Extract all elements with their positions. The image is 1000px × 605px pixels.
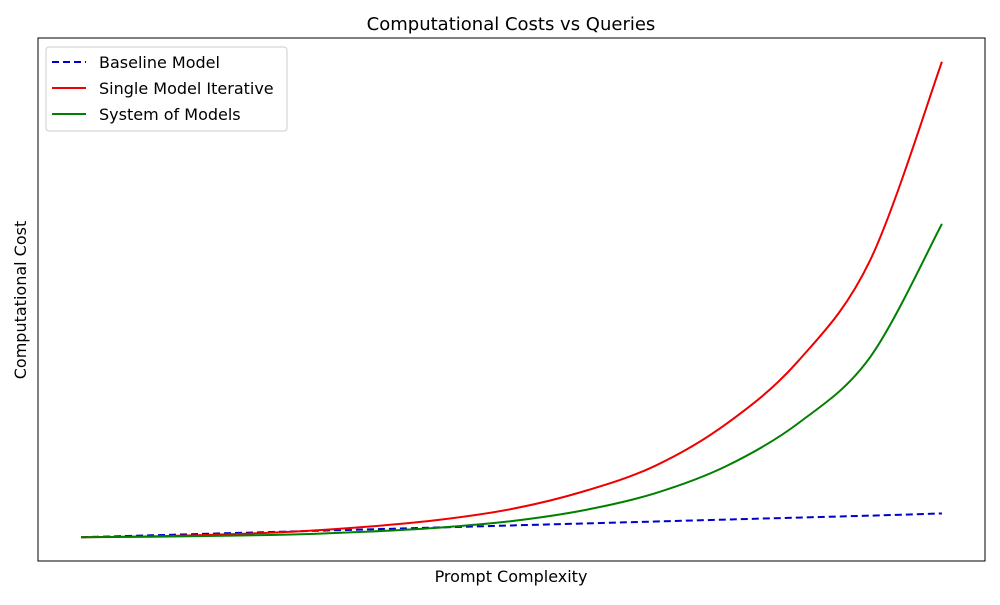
chart-title: Computational Costs vs Queries (367, 14, 656, 35)
legend-label-baseline-model: Baseline Model (99, 53, 220, 72)
legend-label-system-of-models: System of Models (99, 105, 241, 124)
legend-label-single-model-iterative: Single Model Iterative (99, 79, 274, 98)
legend-box (45, 46, 288, 132)
series-layer (81, 61, 943, 539)
series-line-system-of-models (81, 223, 943, 539)
legend: Baseline Model Single Model Iterative Syst… (45, 46, 288, 132)
series-line-baseline-model (81, 512, 942, 539)
x-axis-label: Prompt Complexity (435, 567, 588, 586)
series-line-single-model-iterative (81, 61, 943, 539)
y-axis-label: Computational Cost (11, 221, 30, 379)
